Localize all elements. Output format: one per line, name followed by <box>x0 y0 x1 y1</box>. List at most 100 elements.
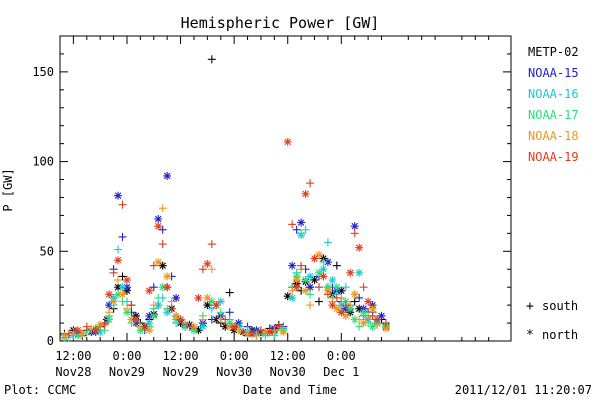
data-point <box>350 297 359 306</box>
data-point <box>105 308 114 317</box>
y-axis: 0 50 100 150 <box>32 53 511 348</box>
data-point <box>381 324 390 333</box>
data-point <box>355 243 364 252</box>
legend-entry: NOAA-15 <box>528 66 579 80</box>
legend-entry: METP-02 <box>528 45 579 59</box>
data-point <box>306 179 315 188</box>
data-point <box>105 301 114 310</box>
data-point <box>355 322 364 331</box>
data-point <box>368 322 377 331</box>
x-axis: 12:00 Nov28 0:00 Nov29 12:00 Nov29 0:00 Nov30 12… <box>55 36 490 379</box>
data-point <box>158 240 167 249</box>
x-tick-time-label: 0:00 <box>220 349 249 363</box>
data-point <box>364 297 373 306</box>
data-point <box>78 329 87 338</box>
data-point <box>301 225 310 234</box>
data-point <box>346 268 355 277</box>
data-point <box>292 276 301 284</box>
data-point <box>207 240 216 249</box>
data-point <box>323 258 332 267</box>
data-point <box>154 301 163 310</box>
legend-entry: NOAA-18 <box>528 129 579 143</box>
footer-plot-credit: Plot: CCMC <box>4 383 76 397</box>
data-point <box>359 283 368 292</box>
x-tick-time-label: 12:00 <box>163 349 199 363</box>
data-point <box>158 225 167 234</box>
data-point <box>306 283 315 292</box>
y-tick-label: 50 <box>40 244 54 258</box>
data-point <box>306 301 315 310</box>
data-point <box>332 293 341 302</box>
series-legend: METP-02 NOAA-15 NOAA-16 NOAA-17 NOAA-18 NOAA-… <box>528 45 579 164</box>
data-point <box>292 283 301 292</box>
data-point <box>301 286 310 295</box>
data-point <box>198 322 207 331</box>
data-point <box>158 261 167 270</box>
data-point <box>310 276 319 284</box>
data-point <box>176 315 185 324</box>
marker-legend-symbol: + <box>526 299 534 314</box>
marker-legend: + south * north <box>526 299 578 343</box>
data-point <box>332 283 341 292</box>
data-point <box>114 276 123 284</box>
data-point <box>149 311 158 320</box>
data-point <box>118 290 127 299</box>
data-point <box>198 315 207 324</box>
data-point <box>288 220 297 229</box>
data-point <box>332 261 341 270</box>
data-point <box>154 258 163 267</box>
data-point <box>163 283 172 292</box>
data-point <box>314 283 323 292</box>
data-point <box>114 256 123 265</box>
data-point <box>154 215 163 223</box>
data-point <box>310 254 319 263</box>
data-point <box>292 225 301 234</box>
data-point <box>158 204 167 213</box>
data-point <box>306 272 315 281</box>
marker-legend-symbol: * <box>526 328 534 343</box>
x-tick-date-label: Dec 1 <box>323 365 359 379</box>
plot-frame <box>59 35 512 342</box>
y-tick-label: 0 <box>47 334 54 348</box>
x-tick-time-label: 0:00 <box>327 349 356 363</box>
data-point <box>122 276 131 284</box>
x-tick-date-label: Nov29 <box>109 365 145 379</box>
data-point <box>297 261 306 270</box>
data-point <box>207 265 216 274</box>
data-point <box>341 311 350 320</box>
marker-legend-label: north <box>542 328 578 342</box>
data-point <box>118 232 127 241</box>
data-point <box>216 308 225 317</box>
footer-timestamp: 2011/12/01 11:20:07 <box>455 383 592 397</box>
data-point <box>105 290 114 299</box>
data-point <box>288 293 297 302</box>
data-point <box>122 304 131 313</box>
data-point <box>149 301 158 310</box>
data-point <box>118 297 127 306</box>
data-point <box>149 261 158 270</box>
y-tick-label: 100 <box>32 155 54 169</box>
data-point <box>109 297 118 306</box>
data-point <box>127 301 136 310</box>
data-point <box>279 328 288 337</box>
data-point <box>114 191 123 200</box>
data-point <box>114 245 123 254</box>
data-point <box>189 322 198 331</box>
data-point <box>207 304 216 313</box>
data-point <box>355 268 364 277</box>
legend-entry: NOAA-19 <box>528 150 579 164</box>
data-point <box>225 308 234 317</box>
data-point <box>140 322 149 331</box>
data-point <box>355 293 364 302</box>
data-point <box>145 286 154 295</box>
data-point <box>301 189 310 198</box>
data-point <box>203 259 212 268</box>
data-point <box>221 315 230 324</box>
x-tick-time-label: 0:00 <box>113 349 142 363</box>
data-point <box>355 315 364 324</box>
data-point <box>194 293 203 302</box>
data-point <box>341 283 350 292</box>
data-point <box>181 319 190 328</box>
